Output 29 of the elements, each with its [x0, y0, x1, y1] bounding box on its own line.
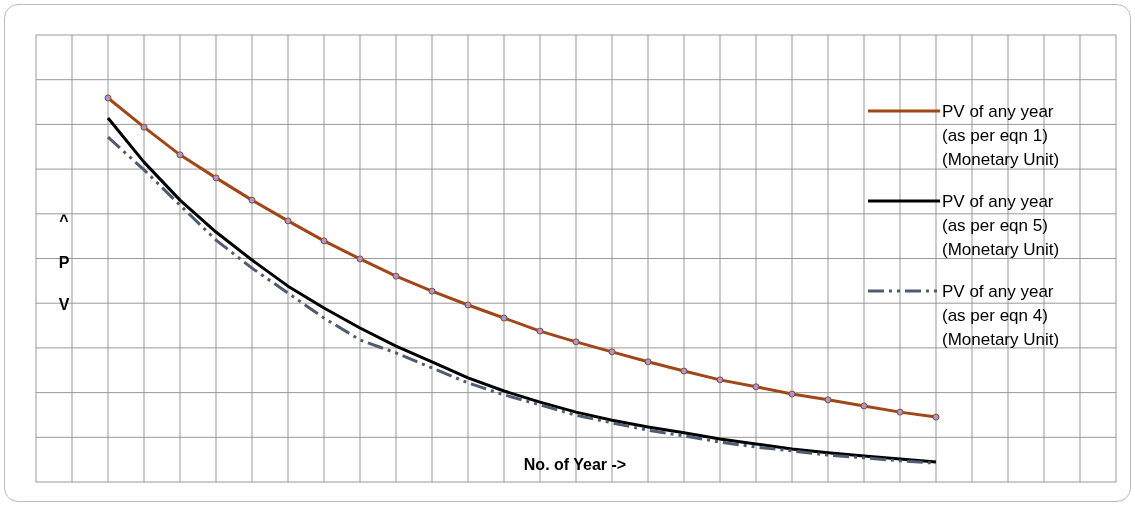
point: [464, 301, 472, 309]
legend-label: PV of any year (as per eqn 1) (Monetary Unit): [942, 101, 1061, 171]
point: [428, 287, 436, 295]
point: [788, 390, 796, 398]
point: [644, 358, 652, 366]
text: ^ P V: [58, 212, 70, 313]
point: [716, 376, 724, 384]
point: [680, 367, 688, 375]
point: [320, 237, 328, 245]
point: [932, 413, 940, 421]
point: [140, 123, 148, 131]
point: [212, 174, 220, 182]
point: [536, 327, 544, 335]
legend-label: PV of any year (as per eqn 4) (Monetary Unit): [942, 281, 1061, 351]
point: [860, 402, 868, 410]
point: [356, 255, 364, 263]
point: [752, 383, 760, 391]
point: [284, 217, 292, 225]
x-axis-title: No. of Year ->: [522, 456, 628, 474]
point: [896, 408, 904, 416]
point: [500, 314, 508, 322]
point: [104, 94, 112, 102]
point: [248, 196, 256, 204]
point: [572, 338, 580, 346]
legend-label: PV of any year (as per eqn 5) (Monetary Unit): [942, 191, 1061, 261]
point: [608, 348, 616, 356]
point: [392, 272, 400, 280]
point: [824, 396, 832, 404]
point: [176, 151, 184, 159]
